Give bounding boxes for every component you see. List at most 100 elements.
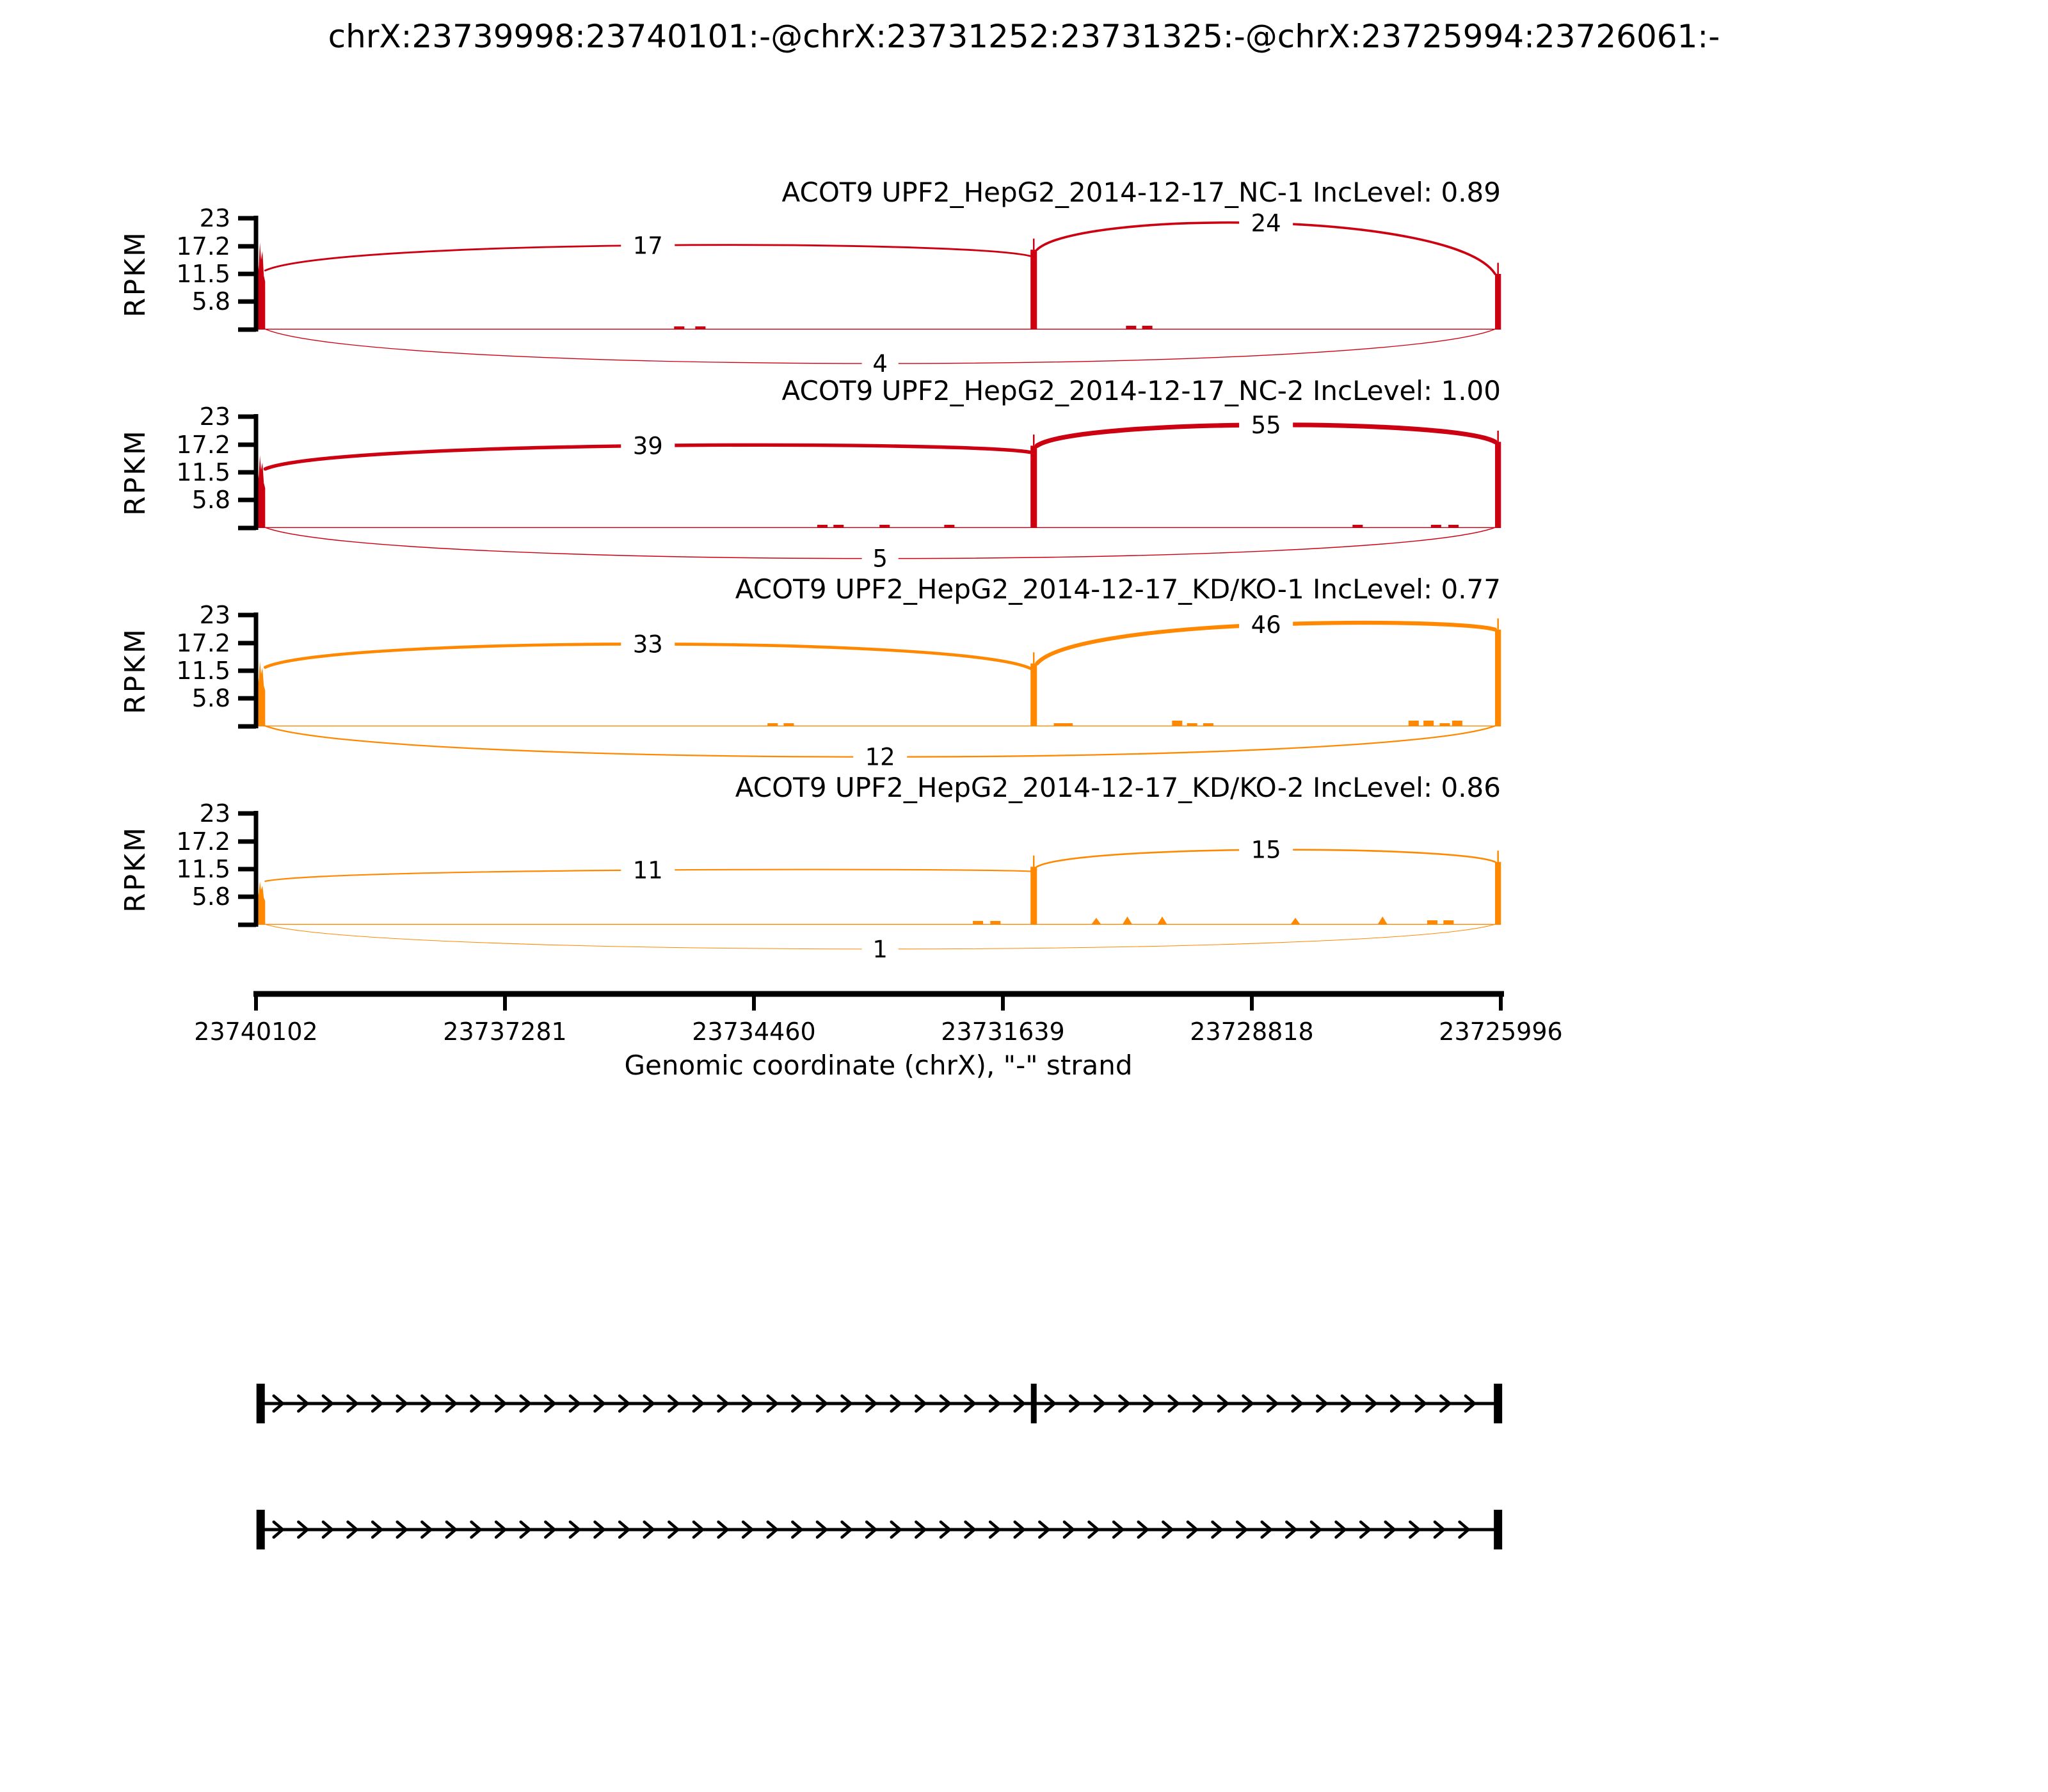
strand-arrow [939, 1394, 952, 1413]
junction-count-gap [861, 348, 899, 379]
y-tick-label: 17.2 [176, 431, 230, 459]
intron-read-mark [1172, 721, 1183, 726]
junction-count-label: 55 [1251, 412, 1281, 439]
strand-arrow [1458, 1520, 1471, 1539]
y-tick-label: 5.8 [192, 684, 230, 712]
strand-arrow [1062, 1520, 1076, 1539]
intron-read-mark [783, 723, 794, 726]
y-tick-label: 17.2 [176, 232, 230, 260]
intron-read-mark [990, 921, 1001, 925]
strand-arrow [321, 1520, 335, 1539]
x-tick-label: 23740102 [194, 1018, 317, 1046]
intron-read-mark [1423, 721, 1434, 726]
track-title: ACOT9 UPF2_HepG2_2014-12-17_KD/KO-2 IncL… [735, 772, 1501, 803]
junction-count-label: 17 [633, 232, 663, 259]
strand-arrow [1013, 1394, 1027, 1413]
y-tick-label: 5.8 [192, 287, 230, 316]
strand-arrow [1414, 1394, 1428, 1413]
downstream-exon-coverage [1495, 629, 1501, 726]
strand-arrow [519, 1394, 532, 1413]
junction-count-gap [621, 230, 675, 261]
strand-arrow [593, 1394, 606, 1413]
y-tick-label: 11.5 [176, 260, 230, 288]
strand-arrow [1186, 1520, 1199, 1539]
junction-count-label: 33 [633, 630, 663, 658]
x-tick-label: 23725996 [1439, 1018, 1562, 1046]
y-tick-label: 17.2 [176, 828, 230, 856]
strand-arrow [396, 1520, 409, 1539]
strand-arrow [494, 1520, 508, 1539]
strand-arrow [470, 1394, 483, 1413]
skipped-exon-coverage [1030, 250, 1037, 330]
strand-arrow [1044, 1394, 1057, 1413]
intron-read-mark [1439, 723, 1450, 726]
y-axis-title: RPKM [119, 627, 152, 714]
strand-arrow [420, 1394, 433, 1413]
intron-read-mark [879, 525, 890, 528]
strand-arrow [915, 1394, 927, 1413]
strand-arrow [1285, 1520, 1298, 1539]
strand-arrow [321, 1394, 335, 1413]
strand-arrow [420, 1520, 433, 1539]
strand-arrow [717, 1520, 730, 1539]
junction-count-gap [621, 430, 675, 461]
skipped-exon-coverage [1030, 663, 1037, 726]
intron-read-mark [1452, 721, 1462, 726]
strand-arrow [1162, 1520, 1174, 1539]
junction-count-gap [861, 933, 899, 964]
strand-arrow [1409, 1520, 1421, 1539]
strand-arrow [396, 1394, 409, 1413]
intron-read-mark [1091, 918, 1101, 925]
strand-arrow [1211, 1520, 1224, 1539]
intron-read-mark [973, 921, 984, 925]
y-axis-title: RPKM [119, 230, 152, 317]
junction-count-label: 46 [1251, 611, 1281, 639]
y-tick-label: 23 [200, 799, 230, 828]
exon-bar [256, 1510, 265, 1549]
strand-arrow [741, 1520, 755, 1539]
track-2: ACOT9 UPF2_HepG2_2014-12-17_NC-2 IncLeve… [119, 375, 1501, 574]
x-tick-label: 23737281 [443, 1018, 566, 1046]
strand-arrow [643, 1520, 656, 1539]
transcript-1 [256, 1384, 1503, 1423]
junction-count-gap [1239, 409, 1293, 440]
strand-arrow [618, 1520, 631, 1539]
strand-arrow [791, 1394, 804, 1413]
strand-arrow [1433, 1520, 1446, 1539]
strand-arrow [815, 1394, 829, 1413]
strand-arrow [1038, 1520, 1051, 1539]
strand-arrow [964, 1394, 977, 1413]
junction-count-label: 15 [1251, 836, 1281, 864]
transcript-2 [256, 1510, 1503, 1549]
strand-arrow [1291, 1394, 1304, 1413]
y-tick-label: 5.8 [192, 486, 230, 514]
intron-read-mark [944, 525, 955, 528]
strand-arrow [1167, 1394, 1181, 1413]
intron-read-mark [1377, 916, 1388, 925]
intron-read-mark [1053, 723, 1064, 726]
strand-arrow [643, 1394, 656, 1413]
strand-arrow [1235, 1520, 1249, 1539]
track-title: ACOT9 UPF2_HepG2_2014-12-17_KD/KO-1 IncL… [735, 573, 1501, 605]
strand-arrow [1309, 1520, 1323, 1539]
strand-arrow [988, 1394, 1002, 1413]
strand-arrow [815, 1520, 829, 1539]
strand-arrow [915, 1520, 927, 1539]
strand-arrow [766, 1520, 780, 1539]
intron-read-mark [1408, 721, 1419, 726]
track-3: ACOT9 UPF2_HepG2_2014-12-17_KD/KO-1 IncL… [119, 573, 1501, 772]
strand-arrow [544, 1394, 557, 1413]
strand-arrow [668, 1394, 680, 1413]
strand-arrow [1439, 1394, 1452, 1413]
strand-arrow [1464, 1394, 1477, 1413]
track-title: ACOT9 UPF2_HepG2_2014-12-17_NC-1 IncLeve… [782, 177, 1501, 208]
strand-arrow [939, 1520, 952, 1539]
intron-read-mark [833, 525, 844, 528]
strand-arrow [1137, 1520, 1150, 1539]
upstream-exon-coverage [256, 881, 266, 925]
intron-read-mark [1156, 916, 1167, 925]
junction-count-gap [853, 741, 908, 772]
strand-arrow [1192, 1394, 1205, 1413]
